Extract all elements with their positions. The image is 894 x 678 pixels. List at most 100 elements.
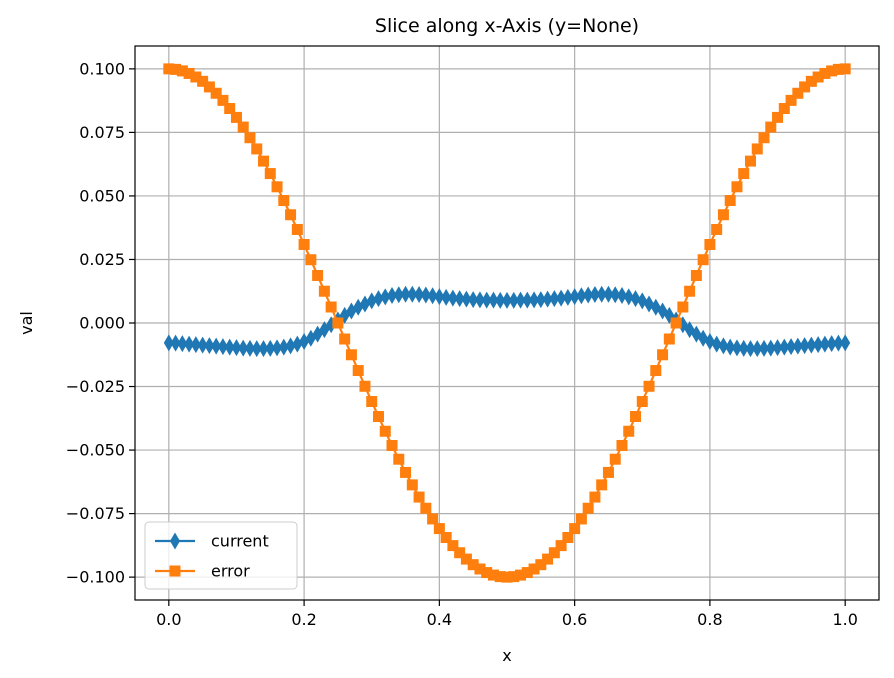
data-point-current: [441, 288, 452, 306]
data-point-error: [264, 168, 276, 180]
series-group: [163, 63, 851, 583]
data-point-error: [772, 111, 784, 123]
data-point-current: [224, 338, 235, 356]
data-point-error: [278, 195, 290, 207]
data-point-error: [535, 559, 547, 571]
data-point-current: [765, 339, 776, 357]
data-point-error: [724, 195, 736, 207]
data-point-current: [447, 289, 458, 307]
data-point-current: [725, 338, 736, 356]
data-point-current: [603, 285, 614, 303]
data-point-error: [210, 87, 222, 99]
data-point-error: [569, 523, 581, 535]
data-point-error: [799, 81, 811, 93]
data-point-error: [643, 380, 655, 392]
data-point-current: [461, 290, 472, 308]
data-point-error: [717, 209, 729, 221]
data-point-current: [630, 290, 641, 308]
data-point-error: [657, 349, 669, 361]
legend-label: current: [211, 532, 269, 551]
y-tick-label: 0.100: [79, 59, 125, 78]
data-point-error: [183, 67, 195, 79]
data-point-error: [379, 425, 391, 437]
data-point-error: [677, 301, 689, 313]
data-point-current: [387, 287, 398, 305]
data-point-current: [163, 334, 174, 352]
data-point-current: [407, 285, 418, 303]
data-point-error: [325, 301, 337, 313]
data-point-error: [386, 439, 398, 451]
data-point-current: [420, 286, 431, 304]
data-point-error: [460, 553, 472, 565]
data-point-current: [549, 290, 560, 308]
y-tick-label: −0.075: [66, 504, 125, 523]
data-point-error: [339, 333, 351, 345]
data-point-current: [292, 335, 303, 353]
data-point-current: [759, 339, 770, 357]
data-point-error: [528, 563, 540, 575]
data-point-current: [244, 339, 255, 357]
data-point-current: [373, 290, 384, 308]
x-tick-label: 0.8: [697, 610, 722, 629]
data-point-current: [596, 285, 607, 303]
data-point-current: [278, 338, 289, 356]
data-point-current: [752, 340, 763, 358]
data-point-error: [237, 121, 249, 133]
data-point-error: [819, 67, 831, 79]
data-point-error: [623, 425, 635, 437]
data-point-current: [745, 340, 756, 358]
data-point-error: [440, 531, 452, 543]
data-point-error: [602, 466, 614, 478]
data-point-current: [474, 291, 485, 309]
data-point-error: [616, 439, 628, 451]
data-point-error: [690, 269, 702, 281]
data-point-current: [610, 286, 621, 304]
data-point-current: [427, 287, 438, 305]
data-point-current: [583, 286, 594, 304]
data-point-error: [758, 132, 770, 144]
data-point-error: [271, 181, 283, 193]
data-point-current: [366, 292, 377, 310]
chart-title: Slice along x-Axis (y=None): [375, 15, 639, 37]
data-point-error: [474, 563, 486, 575]
series-error: [163, 63, 851, 583]
legend-label: error: [211, 562, 250, 581]
data-point-current: [616, 287, 627, 305]
data-point-current: [508, 291, 519, 309]
data-point-error: [826, 65, 838, 77]
data-point-error: [765, 121, 777, 133]
data-point-error: [345, 349, 357, 361]
legend-marker: [169, 565, 181, 577]
data-point-error: [352, 365, 364, 377]
data-point-current: [704, 333, 715, 351]
data-point-error: [582, 502, 594, 514]
data-point-error: [839, 63, 851, 75]
data-point-error: [312, 269, 324, 281]
data-point-error: [731, 181, 743, 193]
axis-ticks: 0.0 0.2 0.4 0.6 0.8 1.0 −0.100 −0.075 −0.050 −0.0…: [66, 59, 858, 629]
y-tick-label: −0.025: [66, 377, 125, 396]
data-point-error: [291, 223, 303, 235]
data-point-error: [406, 479, 418, 491]
data-point-error: [244, 132, 256, 144]
data-point-error: [805, 75, 817, 87]
data-point-error: [190, 71, 202, 83]
data-point-error: [481, 567, 493, 579]
data-point-current: [231, 339, 242, 357]
data-point-error: [548, 547, 560, 559]
y-axis-label: val: [17, 311, 36, 335]
data-point-error: [521, 567, 533, 579]
data-point-error: [251, 143, 263, 155]
data-point-error: [467, 559, 479, 571]
y-tick-label: 0.050: [79, 186, 125, 205]
data-point-error: [744, 155, 756, 167]
data-point-current: [556, 289, 567, 307]
data-point-error: [332, 317, 344, 329]
data-point-current: [481, 291, 492, 309]
data-point-current: [285, 337, 296, 355]
data-point-error: [420, 502, 432, 514]
data-point-error: [684, 285, 696, 297]
y-tick-label: 0.000: [79, 314, 125, 333]
data-point-error: [596, 479, 608, 491]
data-point-error: [650, 365, 662, 377]
